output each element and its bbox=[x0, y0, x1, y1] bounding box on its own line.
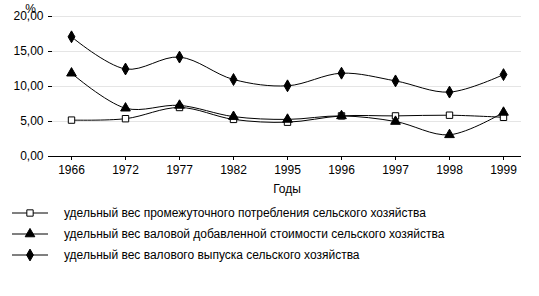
html-text:удельный вес валового выпуска: удельный вес валового выпуска сельского … bbox=[64, 247, 360, 262]
svg-text:1996: 1996 bbox=[328, 163, 355, 177]
svg-text:1977: 1977 bbox=[166, 163, 193, 177]
svg-text:10,00: 10,00 bbox=[13, 79, 43, 93]
svg-text:1966: 1966 bbox=[58, 163, 85, 177]
svg-text:1995: 1995 bbox=[274, 163, 301, 177]
svg-text:%: % bbox=[25, 2, 36, 16]
html-text:удельный вес валовой добавленн: удельный вес валовой добавленной стоимос… bbox=[64, 226, 445, 241]
svg-text:20,00: 20,00 bbox=[13, 9, 44, 24]
svg-text:0,00: 0,00 bbox=[20, 149, 44, 163]
svg-text:1999: 1999 bbox=[490, 163, 517, 177]
svg-text:1982: 1982 bbox=[220, 163, 247, 177]
svg-text:1998: 1998 bbox=[436, 163, 463, 177]
svg-text:5,00: 5,00 bbox=[20, 114, 44, 128]
html-text:удельный вес промежуточного по: удельный вес промежуточного потребления … bbox=[64, 205, 426, 220]
svg-text:1997: 1997 bbox=[382, 163, 409, 177]
svg-text:15,00: 15,00 bbox=[13, 44, 43, 58]
svg-text:Годы: Годы bbox=[273, 182, 301, 196]
svg-text:1972: 1972 bbox=[112, 163, 139, 177]
